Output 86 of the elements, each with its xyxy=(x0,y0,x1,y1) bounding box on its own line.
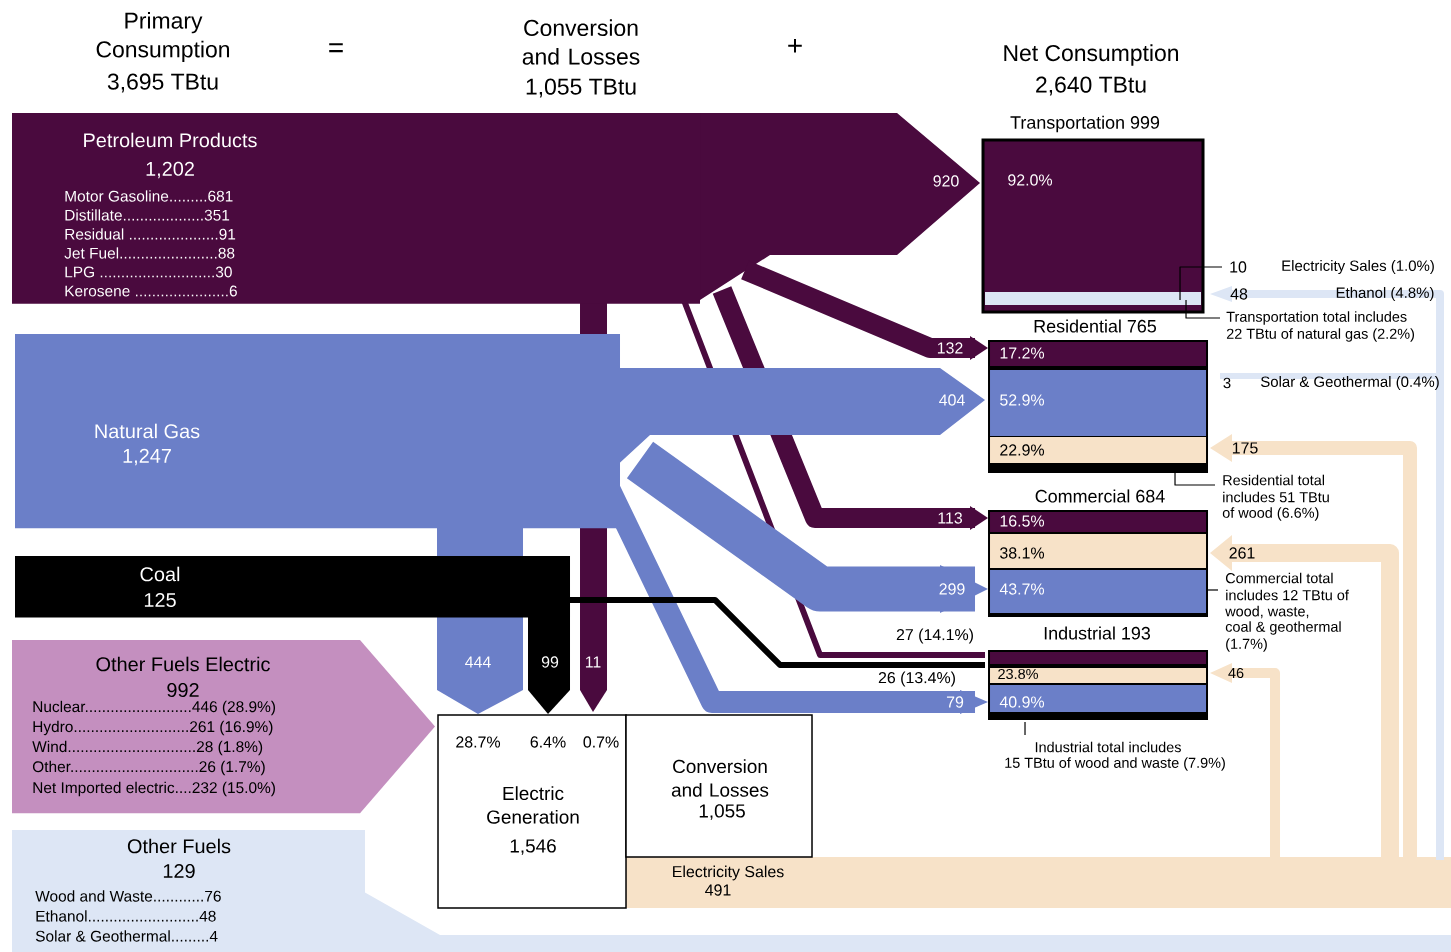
text: 2,640 TBtu xyxy=(1036,76,1146,96)
text: 3,695 TBtu xyxy=(107,73,218,93)
text: Conversion and Losses xyxy=(522,19,640,65)
text: Solar & Geothermal (0.4%) xyxy=(1260,376,1439,390)
text: 3 xyxy=(1223,377,1231,389)
text: 491 xyxy=(705,884,731,896)
text: 46 xyxy=(1228,667,1244,679)
text: = xyxy=(329,43,343,53)
text: 40.9% xyxy=(999,696,1045,708)
data-label: 1,202 xyxy=(146,161,194,179)
text: 15 TBtu of wood and waste (7.9%) xyxy=(1005,757,1225,771)
text: 52.9% xyxy=(1000,394,1045,406)
text: 113 xyxy=(938,512,963,524)
text: Other..............................26 (1.7%) xyxy=(32,760,265,776)
text: 6.4% xyxy=(530,736,566,748)
text: Residential 765 xyxy=(1034,319,1157,333)
text: 92.0% xyxy=(1008,174,1053,186)
text: Conversion and Losses xyxy=(671,759,769,797)
text: LPG ...........................30 xyxy=(65,266,232,278)
data-label: 125 xyxy=(144,592,176,608)
data-label: 1,247 xyxy=(123,448,171,466)
text: 27 (14.1%) xyxy=(896,628,973,644)
text: 26 (13.4%) xyxy=(878,671,955,687)
text: Transportation total includes xyxy=(1226,311,1407,325)
text: Electric Generation xyxy=(487,786,579,824)
text: 99 xyxy=(541,656,559,668)
category-label: Other Fuels Electric xyxy=(96,656,270,672)
text: Net Consumption xyxy=(1004,44,1179,66)
text: (1.7%) xyxy=(1226,638,1267,652)
text: includes 51 TBtu xyxy=(1223,491,1329,503)
text: Hydro...........................261 (16.9%) xyxy=(33,720,273,736)
text: 1,055 TBtu xyxy=(526,78,636,98)
text: 16.5% xyxy=(1000,515,1045,527)
text: wood, waste, xyxy=(1225,605,1309,619)
category-label: Natural Gas xyxy=(95,423,200,439)
text: includes 12 TBtu of xyxy=(1226,589,1349,601)
text: Wind..............................28 (1.8%) xyxy=(32,740,263,756)
text: 22 TBtu of natural gas (2.2%) xyxy=(1226,328,1415,342)
text: 10 xyxy=(1230,261,1247,273)
text: 43.7% xyxy=(999,583,1045,595)
text: Wood and Waste............76 xyxy=(35,890,221,902)
category-label: Other Fuels xyxy=(127,838,231,854)
text: 23.8% xyxy=(998,668,1038,680)
text: coal & geothermal xyxy=(1225,621,1341,635)
text: 79 xyxy=(946,696,964,708)
text: 132 xyxy=(937,342,963,354)
text: Ethanol..........................48 xyxy=(36,910,216,922)
text: 175 xyxy=(1232,442,1258,454)
text: 0.7% xyxy=(583,736,619,748)
text: Electricity Sales (1.0%) xyxy=(1282,260,1434,274)
text: 22.9% xyxy=(1000,444,1045,456)
text: 48 xyxy=(1230,288,1248,300)
text: Motor Gasoline.........681 xyxy=(65,190,233,202)
text: 28.7% xyxy=(456,736,501,748)
text: 38.1% xyxy=(1000,547,1045,559)
text: 404 xyxy=(939,394,965,406)
text: Net Imported electric....232 (15.0%) xyxy=(33,781,275,797)
text: + xyxy=(788,38,802,53)
text: Solar & Geothermal.........4 xyxy=(35,930,218,942)
category-label: Petroleum Products xyxy=(84,132,257,148)
data-label: 992 xyxy=(167,682,199,698)
text: Commercial 684 xyxy=(1035,489,1165,503)
category-label: Coal xyxy=(140,566,180,582)
text: 1,055 xyxy=(699,804,745,820)
text: of wood (6.6%) xyxy=(1222,507,1319,521)
text: Kerosene ......................6 xyxy=(65,285,237,297)
text: Primary Consumption xyxy=(96,11,230,62)
text: Distillate...................351 xyxy=(65,209,230,221)
text: Nuclear.........................446 (28.9%) xyxy=(33,700,276,716)
text: 1,546 xyxy=(510,839,556,855)
text: 444 xyxy=(465,656,491,668)
text: Commercial total xyxy=(1225,572,1333,584)
text: Transportation 999 xyxy=(1010,115,1160,133)
text: 17.2% xyxy=(1000,347,1045,359)
text: 299 xyxy=(939,583,965,595)
text: Residual .....................91 xyxy=(65,228,236,240)
text: Residential total xyxy=(1223,474,1325,486)
data-label: 129 xyxy=(163,863,195,879)
text: 261 xyxy=(1229,547,1255,559)
text: 11 xyxy=(585,656,601,668)
text: Industrial 193 xyxy=(1044,626,1151,640)
text: 920 xyxy=(933,175,959,187)
text: Ethanol (4.8%) xyxy=(1336,287,1434,301)
text: Electricity Sales xyxy=(673,865,784,881)
text: Jet Fuel.......................88 xyxy=(64,247,235,259)
text: Industrial total includes xyxy=(1035,741,1181,753)
